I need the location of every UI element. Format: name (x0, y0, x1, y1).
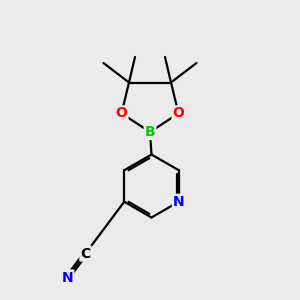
Text: B: B (145, 125, 155, 139)
Text: N: N (173, 195, 184, 209)
Text: N: N (62, 271, 73, 284)
Text: C: C (80, 247, 91, 260)
Text: O: O (172, 106, 184, 120)
Text: O: O (116, 106, 128, 120)
